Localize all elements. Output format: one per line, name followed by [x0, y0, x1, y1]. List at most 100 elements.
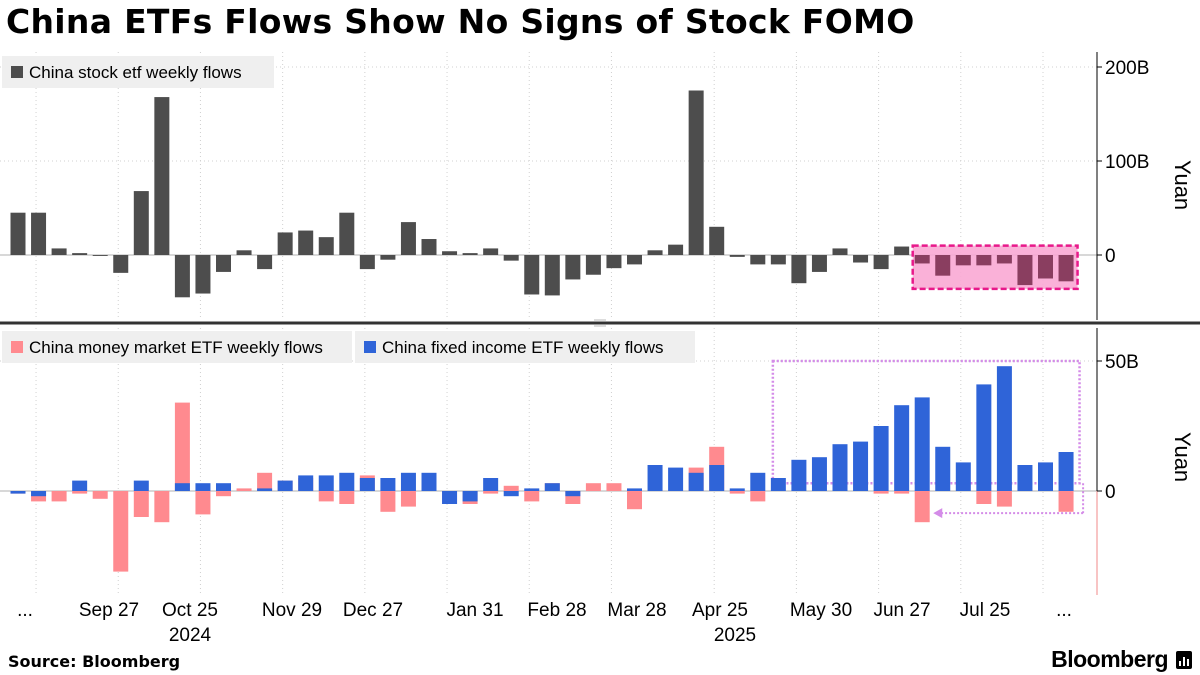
stock-flow-bar — [791, 255, 807, 284]
stock-flow-bar — [318, 237, 334, 255]
fixed-income-highlight-box — [771, 359, 1081, 485]
money-market-bar — [154, 491, 170, 523]
y-tick-label: 50B — [1105, 352, 1139, 373]
stock-flow-bar — [585, 255, 601, 275]
fixed-income-bar — [421, 472, 437, 491]
y-tick-label: 100B — [1105, 152, 1149, 173]
x-tick-label: Sep 27 — [79, 600, 139, 621]
x-tick-label: Jun 27 — [873, 600, 930, 621]
fixed-income-bar — [380, 478, 396, 491]
money-market-bar — [606, 483, 622, 491]
stock-flow-bar — [647, 250, 663, 255]
y-axis-title: Yuan — [1170, 160, 1195, 210]
x-year-label: 2025 — [714, 625, 756, 645]
stock-flow-bar — [524, 255, 540, 295]
x-tick-label: Jan 31 — [446, 600, 503, 621]
x-tick-label: Jul 25 — [960, 600, 1011, 621]
stock-flow-bar — [832, 248, 848, 255]
money-market-bar — [627, 491, 642, 510]
fixed-income-bar — [257, 488, 273, 491]
money-market-bar — [750, 491, 766, 502]
stock-flow-bar — [1058, 255, 1074, 282]
fixed-income-bar — [462, 491, 478, 502]
fixed-income-bar — [339, 472, 355, 491]
source-note: Source: Bloomberg — [8, 652, 181, 671]
money-fixed-income-bars — [10, 366, 1074, 572]
money-market-bar — [195, 491, 211, 515]
fixed-income-highlight-box — [771, 359, 1085, 519]
fixed-income-bar — [565, 491, 581, 497]
fixed-income-bar — [359, 478, 375, 491]
fixed-income-bar — [400, 472, 416, 491]
chart-title: China ETFs Flows Show No Signs of Stock … — [6, 2, 915, 41]
fixed-income-bar — [627, 488, 642, 491]
fixed-income-bar — [688, 472, 704, 491]
money-market-bar — [729, 491, 745, 494]
stock-flow-bar — [709, 226, 725, 255]
fixed-income-bar — [976, 384, 992, 491]
legend-money-market-swatch — [11, 341, 23, 353]
money-market-bar — [524, 491, 540, 502]
stock-flow-bar — [565, 255, 581, 280]
fixed-income-bar — [483, 478, 499, 491]
stock-flow-bar — [606, 255, 622, 269]
y-axis-title: Yuan — [1170, 432, 1195, 482]
stock-flow-bar — [236, 250, 252, 255]
legend-fixed-income-label: China fixed income ETF weekly flows — [382, 338, 664, 357]
money-market-bar — [380, 491, 396, 512]
x-tick-label: Apr 25 — [692, 600, 748, 621]
stock-flow-bar — [770, 255, 786, 265]
stock-flow-bar — [894, 246, 910, 255]
money-market-bar — [318, 491, 334, 502]
legend-money-market-label: China money market ETF weekly flows — [29, 338, 323, 357]
money-market-bar — [257, 472, 273, 491]
y-tick-label: 0 — [1105, 482, 1116, 503]
y-tick-label: 200B — [1105, 58, 1149, 79]
stock-flow-bar — [688, 90, 704, 255]
fixed-income-bar — [1058, 452, 1074, 491]
stock-flow-bar — [113, 255, 129, 273]
stock-flow-bar — [72, 253, 88, 255]
stock-flow-bar — [257, 255, 273, 270]
stock-flow-bar — [462, 253, 478, 255]
stock-flow-bar — [750, 255, 766, 265]
fixed-income-bar — [216, 483, 231, 491]
stock-flow-bar — [853, 255, 869, 263]
fixed-income-bar — [729, 488, 745, 491]
stock-flow-bar — [400, 222, 416, 255]
stock-flow-bar — [914, 255, 930, 264]
stock-flow-bar — [51, 248, 67, 255]
money-market-bar — [133, 491, 149, 517]
money-market-bar — [503, 485, 519, 491]
legend-stock-label: China stock etf weekly flows — [29, 63, 242, 82]
fixed-income-bar — [709, 465, 725, 491]
money-market-bar — [92, 491, 108, 499]
x-tick-label: ... — [1056, 600, 1072, 621]
stock-flow-bar — [873, 255, 889, 270]
fixed-income-bar — [996, 366, 1012, 491]
stock-flow-bar — [174, 255, 190, 298]
stock-flow-bar — [1038, 255, 1053, 279]
money-market-bar — [585, 483, 601, 491]
money-market-bar — [996, 491, 1012, 507]
fixed-income-bar — [791, 459, 807, 491]
legend-fixed-income-swatch — [364, 341, 376, 353]
money-market-bar — [113, 491, 129, 572]
money-market-bar — [72, 491, 88, 494]
money-market-bar — [483, 491, 499, 494]
stock-flow-bar — [483, 248, 499, 255]
chart-area: 0 100B 200B 0 50B Yuan Yuan... Sep 27 Oct 25 Nov … — [0, 52, 1200, 645]
stock-flow-bar — [442, 251, 458, 255]
fixed-income-bar — [298, 475, 314, 491]
x-tick-label: Oct 25 — [162, 600, 218, 621]
money-market-bar — [216, 491, 231, 497]
legends: China stock etf weekly flows China money … — [2, 56, 695, 363]
axes — [0, 52, 1200, 595]
brand-logo: Bloomberg — [1051, 646, 1168, 672]
money-market-bar — [976, 491, 992, 504]
money-market-bar — [236, 488, 252, 491]
stock-flow-bar — [811, 255, 827, 272]
tick-labels: 0 100B 200B 0 50B Yuan Yuan... Sep 27 Oct 25 Nov … — [17, 58, 1195, 645]
stock-flow-bar — [544, 255, 560, 296]
x-tick-label: Mar 28 — [607, 600, 666, 621]
